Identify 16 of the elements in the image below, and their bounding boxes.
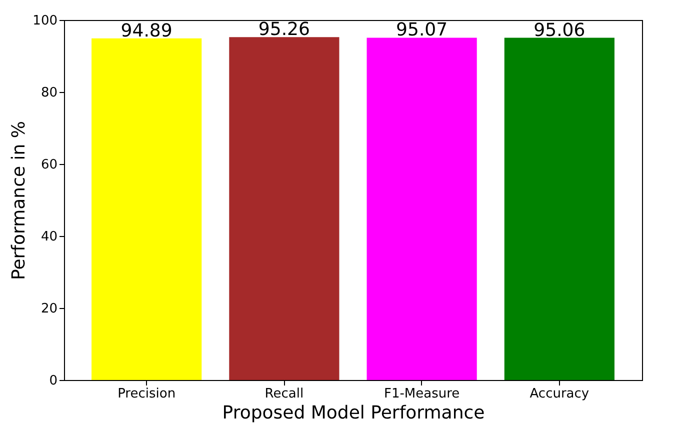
y-tick-label: 40 bbox=[40, 230, 58, 244]
x-tick-label: Recall bbox=[264, 386, 304, 402]
x-axis-title: Proposed Model Performance bbox=[222, 402, 485, 424]
data-label: 95.26 bbox=[258, 19, 310, 40]
x-tick-label: F1-Measure bbox=[384, 386, 460, 402]
y-tick-label: 100 bbox=[32, 14, 58, 28]
data-label: 94.89 bbox=[120, 20, 172, 42]
data-label: 95.06 bbox=[534, 20, 586, 41]
x-tick-label: Precision bbox=[118, 386, 176, 402]
y-tick-label: 20 bbox=[40, 302, 58, 316]
data-label: 95.07 bbox=[396, 20, 448, 41]
y-tick-label: 80 bbox=[40, 86, 58, 100]
y-axis-title: Performance in % bbox=[8, 120, 30, 280]
x-tick-label: Accuracy bbox=[530, 386, 590, 402]
y-tick-label: 0 bbox=[49, 374, 58, 388]
y-tick-label: 60 bbox=[40, 158, 58, 172]
